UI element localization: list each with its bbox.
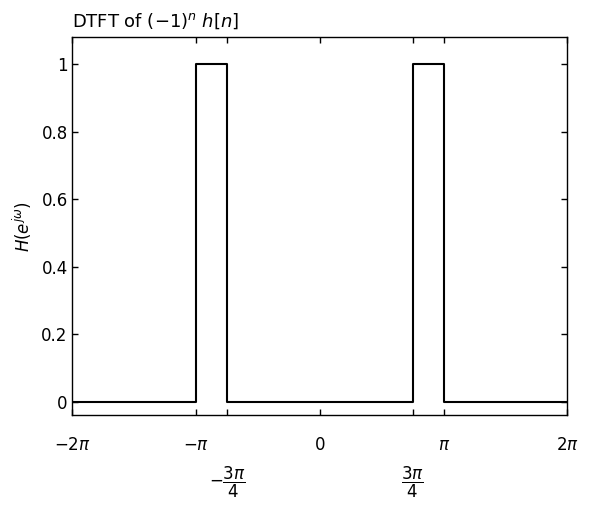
Text: $-\dfrac{3\pi}{4}$: $-\dfrac{3\pi}{4}$: [209, 464, 245, 500]
Text: $2\pi$: $2\pi$: [556, 436, 579, 454]
Text: $-\pi$: $-\pi$: [183, 436, 209, 454]
Text: $\dfrac{3\pi}{4}$: $\dfrac{3\pi}{4}$: [401, 464, 424, 500]
Text: DTFT of $(-1)^n$ $h[n]$: DTFT of $(-1)^n$ $h[n]$: [73, 11, 240, 31]
Text: $0$: $0$: [314, 436, 326, 454]
Text: $\pi$: $\pi$: [438, 436, 450, 454]
Text: $-2\pi$: $-2\pi$: [54, 436, 91, 454]
Y-axis label: $H(e^{j\omega})$: $H(e^{j\omega})$: [11, 201, 34, 252]
